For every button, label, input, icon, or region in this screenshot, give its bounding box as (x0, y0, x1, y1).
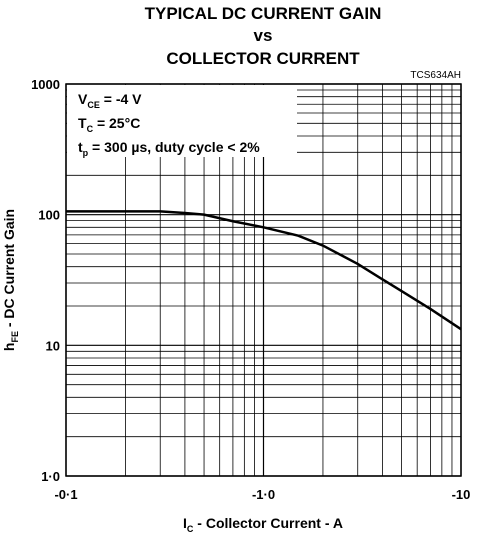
y-tick-label: 100 (38, 208, 60, 223)
annotation-symbol: t (78, 139, 83, 155)
data-line (66, 210, 462, 331)
annotation-subscript: C (87, 124, 94, 134)
annotation-symbol: V (78, 91, 88, 107)
y-axis-text: - DC Current Gain (1, 209, 17, 331)
annotation-box (67, 85, 297, 157)
x-axis-symbol: I (183, 515, 187, 531)
annotation: tp = 300 µs, duty cycle < 2% (78, 139, 260, 158)
y-tick-label: 1·0 (41, 469, 60, 484)
annotation-subscript: CE (87, 100, 100, 110)
annotation-symbol: T (78, 115, 87, 131)
annotation-text: = 300 µs, duty cycle < 2% (88, 139, 260, 155)
y-axis-label: hFE - DC Current Gain (1, 209, 20, 351)
x-axis-text: - Collector Current - A (193, 515, 343, 531)
y-axis-subscript: FE (10, 331, 20, 343)
annotation-subscript: p (83, 148, 89, 158)
plot-frame (65, 83, 462, 477)
x-tick-label: -0·1 (54, 487, 77, 502)
x-axis-label: IC - Collector Current - A (183, 515, 343, 534)
x-tick-label: -10 (452, 487, 471, 502)
y-tick-label: 10 (46, 338, 60, 353)
annotation: TC = 25°C (78, 115, 140, 134)
x-tick-label: -1·0 (252, 487, 275, 502)
annotation-text: = -4 V (100, 91, 142, 107)
chart-title: TYPICAL DC CURRENT GAIN (145, 4, 382, 23)
figure-code: TCS634AH (410, 70, 461, 81)
annotation-text: = 25°C (93, 115, 140, 131)
y-axis-symbol: h (1, 343, 17, 352)
y-tick-label: 1000 (31, 77, 60, 92)
chart-title: vs (254, 26, 273, 45)
chart-title: COLLECTOR CURRENT (166, 49, 360, 68)
annotation: VCE = -4 V (78, 91, 142, 110)
x-axis-subscript: C (187, 524, 194, 534)
